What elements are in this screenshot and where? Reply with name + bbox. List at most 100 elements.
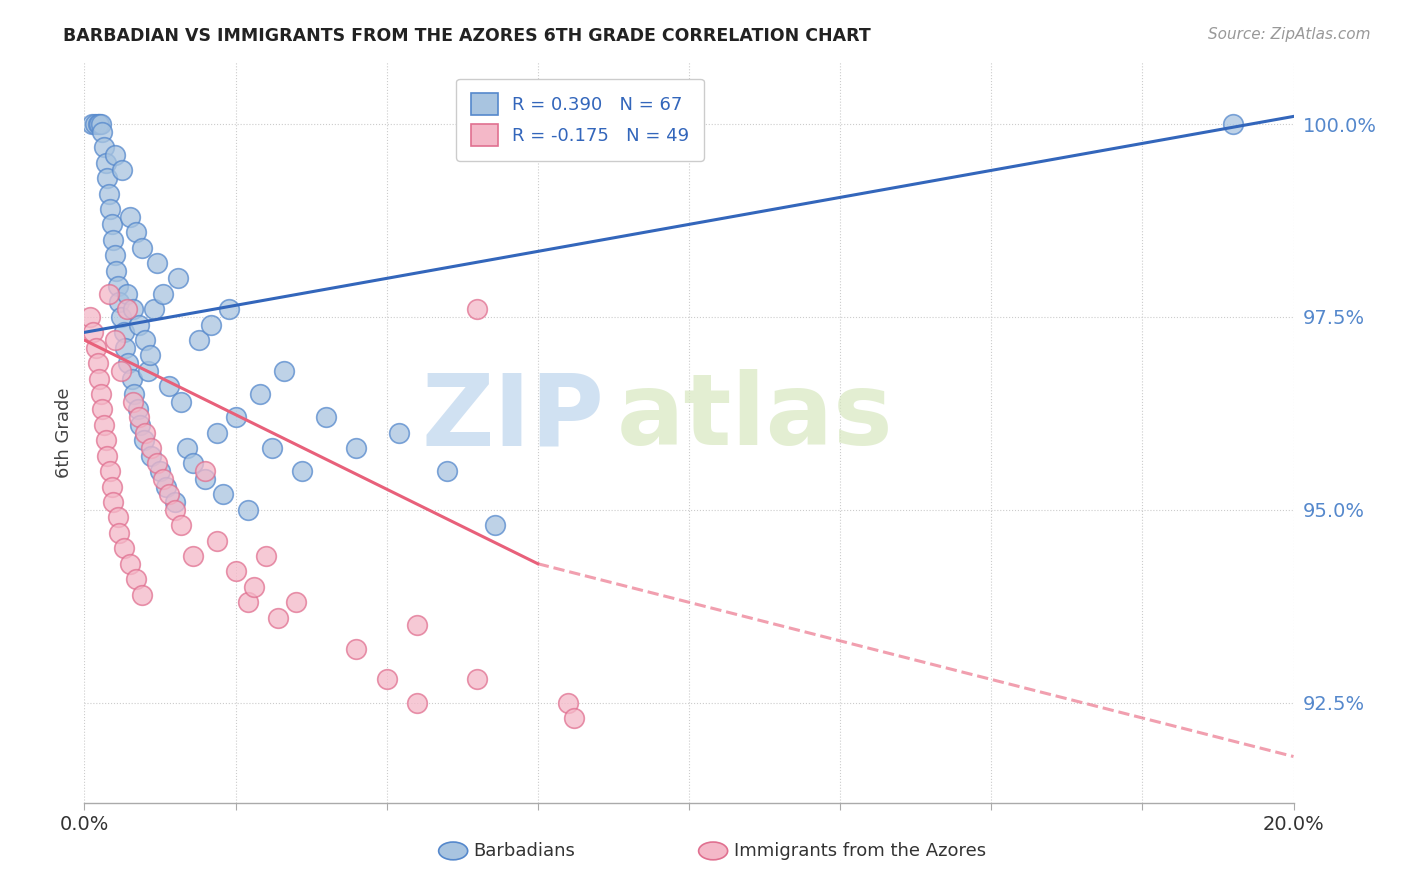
Point bbox=[122, 387, 145, 401]
Point bbox=[110, 310, 132, 324]
Point bbox=[134, 425, 156, 440]
Point bbox=[112, 541, 135, 556]
Point bbox=[90, 117, 112, 131]
Point bbox=[103, 495, 125, 509]
Point bbox=[157, 487, 180, 501]
Point bbox=[107, 510, 129, 524]
Point bbox=[118, 210, 141, 224]
Point bbox=[467, 673, 489, 687]
Point bbox=[267, 611, 290, 625]
Point bbox=[155, 480, 177, 494]
Point bbox=[557, 696, 579, 710]
Point bbox=[170, 518, 193, 533]
Point bbox=[165, 495, 187, 509]
Point bbox=[128, 318, 150, 332]
Point bbox=[225, 565, 247, 579]
Point bbox=[315, 410, 337, 425]
Point bbox=[104, 248, 127, 262]
Point bbox=[188, 333, 211, 347]
Point bbox=[86, 341, 108, 355]
Point bbox=[134, 333, 156, 347]
Point bbox=[346, 641, 368, 656]
Circle shape bbox=[699, 842, 728, 860]
Point bbox=[114, 341, 136, 355]
Point bbox=[128, 410, 150, 425]
Point bbox=[103, 233, 125, 247]
Point bbox=[96, 171, 118, 186]
Point bbox=[91, 125, 114, 139]
Text: Immigrants from the Azores: Immigrants from the Azores bbox=[734, 842, 986, 860]
Point bbox=[104, 148, 127, 162]
Text: Source: ZipAtlas.com: Source: ZipAtlas.com bbox=[1208, 27, 1371, 42]
Point bbox=[118, 557, 141, 571]
Point bbox=[115, 286, 138, 301]
Point bbox=[97, 186, 120, 201]
Point bbox=[89, 117, 111, 131]
Point bbox=[291, 464, 314, 478]
Point bbox=[125, 225, 148, 239]
Point bbox=[121, 302, 143, 317]
Point bbox=[80, 117, 103, 131]
Point bbox=[100, 480, 122, 494]
Point bbox=[117, 356, 139, 370]
Point bbox=[254, 549, 277, 563]
Point bbox=[125, 572, 148, 586]
Point bbox=[157, 379, 180, 393]
Point bbox=[112, 326, 135, 340]
Point bbox=[136, 364, 159, 378]
Text: Barbadians: Barbadians bbox=[474, 842, 575, 860]
Point bbox=[218, 302, 240, 317]
Point bbox=[108, 294, 131, 309]
Point bbox=[94, 155, 117, 169]
Point bbox=[375, 673, 398, 687]
Point bbox=[84, 117, 107, 131]
Point bbox=[260, 441, 283, 455]
Text: BARBADIAN VS IMMIGRANTS FROM THE AZORES 6TH GRADE CORRELATION CHART: BARBADIAN VS IMMIGRANTS FROM THE AZORES … bbox=[63, 27, 872, 45]
Point bbox=[98, 202, 121, 216]
Point bbox=[90, 387, 112, 401]
Point bbox=[181, 549, 204, 563]
Point bbox=[93, 417, 115, 432]
Point bbox=[562, 711, 585, 725]
Point bbox=[388, 425, 411, 440]
Point bbox=[132, 434, 155, 448]
Point bbox=[139, 441, 162, 455]
Point bbox=[194, 472, 217, 486]
Point bbox=[94, 434, 117, 448]
Point bbox=[1222, 117, 1244, 131]
Point bbox=[97, 286, 120, 301]
Point bbox=[131, 240, 153, 254]
Point bbox=[436, 464, 458, 478]
Point bbox=[139, 449, 162, 463]
Point bbox=[86, 117, 108, 131]
Point bbox=[142, 302, 165, 317]
Point bbox=[273, 364, 295, 378]
Point bbox=[107, 279, 129, 293]
Point bbox=[149, 464, 172, 478]
Point bbox=[194, 464, 217, 478]
Point bbox=[100, 218, 122, 232]
Point bbox=[200, 318, 222, 332]
Point bbox=[181, 457, 204, 471]
Point bbox=[346, 441, 368, 455]
Point bbox=[236, 595, 259, 609]
Point bbox=[96, 449, 118, 463]
Point bbox=[138, 349, 160, 363]
Point bbox=[108, 525, 131, 540]
Point bbox=[121, 394, 143, 409]
Point bbox=[167, 271, 190, 285]
Point bbox=[242, 580, 264, 594]
Text: ZIP: ZIP bbox=[422, 369, 605, 467]
Point bbox=[212, 487, 235, 501]
Point bbox=[146, 256, 169, 270]
Point bbox=[127, 402, 149, 417]
Point bbox=[165, 502, 187, 516]
Point bbox=[79, 310, 101, 324]
Legend: R = 0.390   N = 67, R = -0.175   N = 49: R = 0.390 N = 67, R = -0.175 N = 49 bbox=[456, 78, 703, 161]
Point bbox=[406, 696, 429, 710]
Point bbox=[86, 356, 108, 370]
Point bbox=[111, 163, 134, 178]
Point bbox=[176, 441, 198, 455]
Point bbox=[89, 371, 111, 385]
Y-axis label: 6th Grade: 6th Grade bbox=[55, 387, 73, 478]
